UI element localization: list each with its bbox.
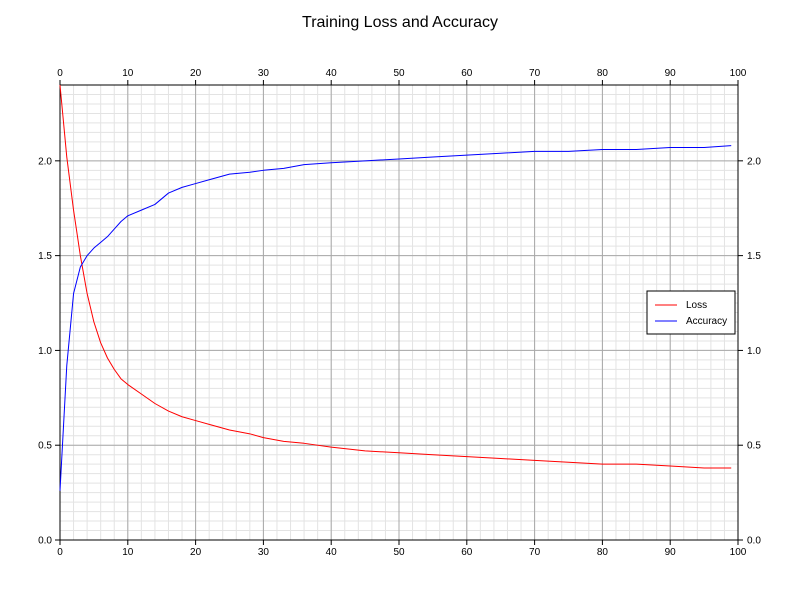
- legend-label-accuracy: Accuracy: [686, 316, 727, 327]
- y-tick-label-right: 0.5: [747, 441, 761, 452]
- y-tick-label-right: 2.0: [747, 156, 761, 167]
- y-tick-label-left: 0.5: [38, 441, 52, 452]
- legend-box: [646, 290, 736, 335]
- y-tick-label-right: 1.5: [747, 251, 761, 262]
- x-tick-label-top: 70: [529, 68, 541, 79]
- chart-title: Training Loss and Accuracy: [302, 14, 498, 31]
- y-tick-label-left: 0.0: [38, 536, 52, 547]
- x-tick-label-bottom: 60: [461, 547, 473, 558]
- series-line-loss: [59, 84, 732, 469]
- x-tick-label-top: 60: [461, 68, 473, 79]
- y-tick-label-left: 2.0: [38, 156, 52, 167]
- axis-ticks: 0 0 10 10 20 20 30 30 40 40 50 50 60 60 70 70 80 80 90 90 10…: [38, 68, 761, 558]
- series-layer: [59, 84, 732, 491]
- y-tick-label-left: 1.0: [38, 346, 52, 357]
- x-tick-label-top: 10: [122, 68, 134, 79]
- y-tick-label-right: 0.0: [747, 536, 761, 547]
- x-tick-label-top: 30: [258, 68, 270, 79]
- y-tick-label-left: 1.5: [38, 251, 52, 262]
- legend: Loss Accuracy: [646, 290, 736, 335]
- series-line-accuracy: [59, 145, 732, 491]
- x-tick-label-top: 100: [730, 68, 747, 79]
- y-tick-label-right: 1.0: [747, 346, 761, 357]
- x-tick-label-bottom: 0: [57, 547, 63, 558]
- x-tick-label-top: 20: [190, 68, 202, 79]
- x-tick-label-top: 80: [597, 68, 609, 79]
- x-tick-label-bottom: 40: [326, 547, 338, 558]
- x-tick-label-bottom: 90: [665, 547, 677, 558]
- legend-label-loss: Loss: [686, 300, 707, 311]
- x-tick-label-bottom: 100: [730, 547, 747, 558]
- x-tick-label-top: 40: [326, 68, 338, 79]
- x-tick-label-bottom: 80: [597, 547, 609, 558]
- x-tick-label-top: 0: [57, 68, 63, 79]
- x-tick-label-bottom: 30: [258, 547, 270, 558]
- x-tick-label-bottom: 20: [190, 547, 202, 558]
- x-tick-label-bottom: 50: [393, 547, 405, 558]
- x-tick-label-bottom: 70: [529, 547, 541, 558]
- x-tick-label-bottom: 10: [122, 547, 134, 558]
- x-tick-label-top: 90: [665, 68, 677, 79]
- x-tick-label-top: 50: [393, 68, 405, 79]
